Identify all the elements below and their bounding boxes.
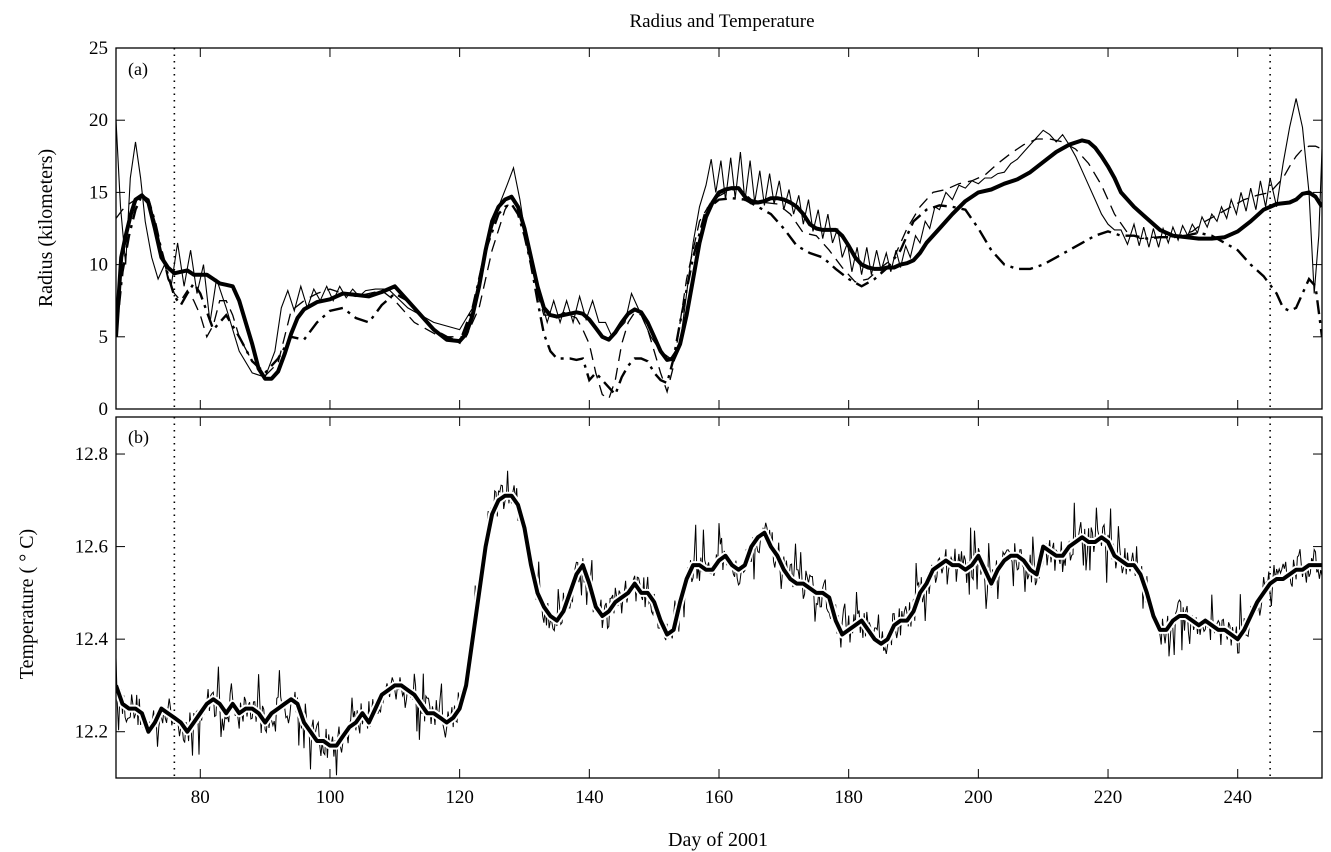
radius-series-dashdot <box>116 193 1322 397</box>
y-tick-label-b: 12.8 <box>75 444 108 465</box>
radius-series-thin <box>116 98 1322 378</box>
y-tick-label-a: 0 <box>99 399 109 420</box>
radius-series-thick <box>116 138 1322 381</box>
radius-panel: (a) Radius (kilometers) 0 5 10 15 20 25 <box>35 38 1323 420</box>
panel-b-label: (b) <box>128 427 149 448</box>
panel-a-label: (a) <box>128 59 148 80</box>
x-tick-label: 120 <box>445 787 474 808</box>
x-tick-label: 140 <box>575 787 604 808</box>
x-tick-label: 160 <box>705 787 734 808</box>
temperature-smoothed-series <box>116 493 1322 748</box>
y-tick-label-a: 20 <box>89 110 108 131</box>
axes-frame-a <box>115 47 1323 410</box>
x-tick-label: 220 <box>1094 787 1123 808</box>
y-tick-label-a: 5 <box>99 327 109 348</box>
x-tick-label: 180 <box>834 787 863 808</box>
chart-title: Radius and Temperature <box>629 11 814 32</box>
y-tick-label-a: 25 <box>89 38 108 59</box>
y-tick-label-b: 12.2 <box>75 722 108 743</box>
x-tick-label: 100 <box>316 787 345 808</box>
plot-area-a <box>116 48 1322 409</box>
radius-series-dashed <box>116 138 1322 400</box>
temperature-raw-series <box>116 470 1322 776</box>
temperature-panel: (b) Temperature ( ° C) 12.2 12.4 12.6 12.8 8… <box>16 416 1323 808</box>
x-tick-label: 200 <box>964 787 993 808</box>
axes-frame-b <box>115 416 1323 779</box>
plot-area-b <box>116 417 1322 778</box>
radius-y-axis-label: Radius (kilometers) <box>35 149 57 307</box>
x-tick-label: 240 <box>1223 787 1252 808</box>
x-tick-label: 80 <box>191 787 210 808</box>
y-tick-label-b: 12.4 <box>75 629 109 650</box>
y-tick-label-b: 12.6 <box>75 537 108 558</box>
temperature-y-axis-label: Temperature ( ° C) <box>16 529 38 679</box>
y-tick-label-a: 10 <box>89 255 108 276</box>
y-tick-label-a: 15 <box>89 182 108 203</box>
x-axis-label: Day of 2001 <box>668 829 768 851</box>
